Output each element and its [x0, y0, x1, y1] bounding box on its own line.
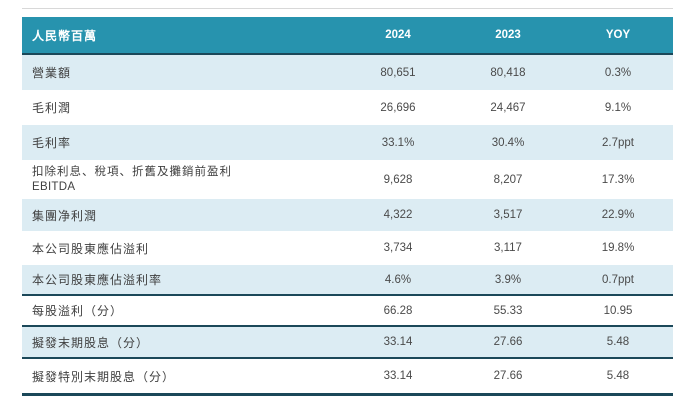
row-label: 本公司股東應佔溢利	[32, 241, 150, 256]
table-row-ebitda: 扣除利息、稅項、折舊及攤銷前盈利 EBITDA 9,628 8,207 17.3…	[22, 160, 673, 199]
row-label: 集團净利潤	[32, 208, 98, 223]
row-label: 毛利率	[32, 136, 72, 150]
row-label: 擬發特別末期股息（分）	[32, 369, 176, 384]
row-label: 營業額	[32, 66, 72, 80]
value-yoy: 0.7ppt	[602, 273, 634, 286]
value-yoy: 2.7ppt	[602, 136, 634, 149]
table-row-gross-margin: 毛利率 33.1% 30.4% 2.7ppt	[22, 125, 673, 160]
value-2024: 66.28	[383, 304, 413, 317]
value-2024: 4,322	[383, 209, 413, 221]
value-yoy: 17.3%	[601, 173, 635, 186]
table-header-row: 人民幣百萬 2024 2023 YOY	[22, 17, 673, 55]
value-2024: 33.14	[383, 370, 413, 382]
row-label: 本公司股東應佔溢利率	[32, 273, 163, 287]
value-yoy: 5.48	[606, 336, 630, 348]
value-2024: 9,628	[383, 173, 413, 186]
value-2024: 4.6%	[384, 273, 412, 286]
header-col-yoy: YOY	[605, 29, 631, 41]
row-label: 毛利潤	[32, 101, 72, 115]
value-yoy: 5.48	[606, 370, 630, 382]
table-row-profit-margin-attributable: 本公司股東應佔溢利率 4.6% 3.9% 0.7ppt	[22, 265, 673, 294]
value-2023: 27.66	[493, 336, 523, 348]
table-row-eps: 每股溢利（分） 66.28 55.33 10.95	[22, 294, 673, 327]
value-2024: 26,696	[380, 101, 416, 114]
value-yoy: 0.3%	[604, 66, 632, 79]
table-row-special-final-dividend: 擬發特別末期股息（分） 33.14 27.66 5.48	[22, 359, 673, 393]
value-2023: 80,418	[490, 66, 526, 79]
value-yoy: 19.8%	[601, 242, 635, 254]
table-row-gross-profit: 毛利潤 26,696 24,467 9.1%	[22, 90, 673, 125]
value-2024: 33.14	[383, 336, 413, 348]
value-2023: 30.4%	[491, 136, 525, 149]
row-label: 擬發末期股息（分）	[32, 335, 150, 350]
table-row-group-net-profit: 集團净利潤 4,322 3,517 22.9%	[22, 199, 673, 231]
value-yoy: 9.1%	[604, 101, 632, 114]
value-2023: 3,517	[493, 209, 523, 221]
value-2023: 3.9%	[494, 273, 522, 286]
row-label: 每股溢利（分）	[32, 304, 124, 318]
value-yoy: 22.9%	[601, 209, 635, 221]
value-2023: 24,467	[490, 101, 526, 114]
value-2024: 80,651	[380, 66, 416, 79]
header-col-2023: 2023	[495, 29, 521, 41]
table-row-revenue: 營業額 80,651 80,418 0.3%	[22, 55, 673, 90]
value-2023: 55.33	[493, 304, 523, 317]
value-2023: 8,207	[493, 173, 523, 186]
value-2024: 3,734	[383, 242, 413, 254]
header-unit-label: 人民幣百萬	[32, 28, 98, 43]
value-yoy: 10.95	[603, 304, 633, 317]
row-label: 扣除利息、稅項、折舊及攤銷前盈利 EBITDA	[22, 165, 343, 195]
table-row-final-dividend: 擬發末期股息（分） 33.14 27.66 5.48	[22, 327, 673, 359]
value-2024: 33.1%	[381, 136, 415, 149]
top-divider	[22, 8, 673, 9]
row-label-line2: EBITDA	[32, 180, 76, 193]
row-label-line1: 扣除利息、稅項、折舊及攤銷前盈利	[32, 165, 232, 178]
financial-summary-table: 人民幣百萬 2024 2023 YOY 營業額 80,651 80,418 0.…	[22, 17, 673, 396]
value-2023: 3,117	[494, 242, 522, 254]
table-row-profit-attributable: 本公司股東應佔溢利 3,734 3,117 19.8%	[22, 231, 673, 265]
header-col-2024: 2024	[385, 29, 411, 41]
value-2023: 27.66	[493, 370, 523, 382]
